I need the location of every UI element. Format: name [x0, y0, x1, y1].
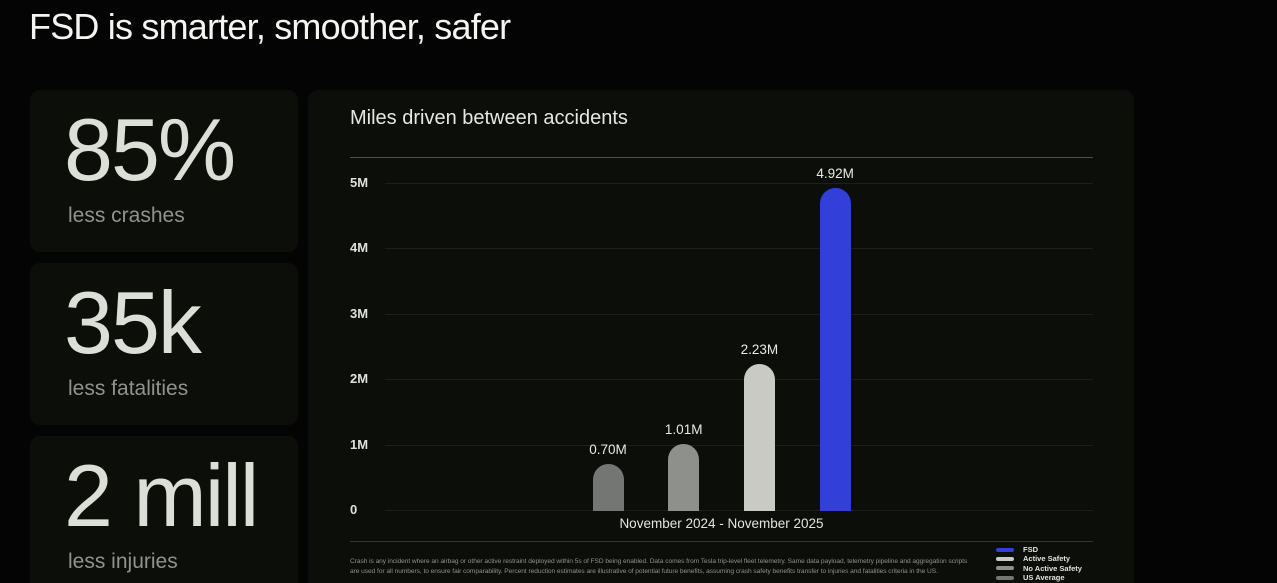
stat-label-fatalities: less fatalities — [68, 377, 189, 400]
gridline-1M — [385, 444, 1093, 446]
stat-card-injuries: 2 mill less injuries — [30, 436, 298, 583]
footnote-line-1: Crash is any incident where an airbag or… — [350, 558, 968, 565]
stat-value-fatalities: 35k — [64, 273, 202, 372]
x-axis-label: November 2024 - November 2025 — [619, 516, 824, 531]
bar-value-label: 2.23M — [740, 342, 779, 357]
y-tick-1M: 1M — [350, 436, 369, 452]
bar-value-label: 1.01M — [664, 422, 703, 437]
y-tick-4M: 4M — [350, 240, 369, 255]
gridline-0 — [385, 510, 1093, 511]
y-tick-0: 0 — [350, 502, 358, 517]
gridline-5M — [385, 182, 1093, 184]
legend-label: FSD — [1023, 545, 1038, 554]
gridline-3M — [385, 313, 1093, 315]
y-tick-5M: 5M — [350, 174, 369, 190]
legend-label: Active Safety — [1023, 554, 1071, 564]
legend-label: US Average — [1023, 573, 1065, 583]
bar-no-active-safety — [668, 444, 700, 511]
legend-item-no-active-safety: No Active Safety — [996, 564, 1082, 573]
footnote-line-2: are used for all numbers, to ensure fair… — [350, 567, 938, 575]
stat-value-injuries: 2 mill — [64, 446, 259, 545]
y-tick-3M: 3M — [350, 305, 369, 321]
legend-swatch — [996, 566, 1014, 571]
legend-item-us-average: US Average — [996, 573, 1082, 582]
legend-swatch — [996, 547, 1014, 552]
legend-label: No Active Safety — [1023, 563, 1082, 573]
chart-legend: FSD Active Safety No Active Safety US Avera… — [996, 545, 1082, 583]
legend-swatch — [996, 575, 1014, 580]
bar-fsd — [819, 188, 851, 511]
stat-label-crashes: less crashes — [68, 204, 185, 227]
bar-value-label: 0.70M — [589, 442, 627, 457]
chart-title-divider — [350, 157, 1093, 158]
chart-footnote: Crash is any incident where an airbag or… — [350, 557, 967, 576]
chart-panel: Miles driven between accidents 0 1M 2M 3M 4M… — [308, 90, 1134, 583]
page-title: FSD is smarter, smoother, safer — [29, 6, 511, 47]
chart-title: Miles driven between accidents — [350, 107, 628, 129]
stat-card-fatalities: 35k less fatalities — [30, 263, 298, 425]
bar-value-label: 4.92M — [816, 166, 854, 181]
bar-active-safety — [743, 364, 775, 511]
chart-footer-divider — [350, 541, 1093, 542]
stat-card-crashes: 85% less crashes — [30, 90, 298, 252]
legend-item-active-safety: Active Safety — [996, 554, 1082, 563]
bar-us-average — [592, 464, 624, 511]
legend-swatch — [996, 557, 1014, 562]
legend-item-fsd: FSD — [996, 545, 1082, 554]
gridline-4M — [385, 248, 1093, 249]
gridline-2M — [385, 379, 1093, 380]
stat-label-injuries: less injuries — [68, 550, 178, 573]
y-tick-2M: 2M — [350, 371, 369, 386]
stat-value-crashes: 85% — [64, 100, 236, 199]
